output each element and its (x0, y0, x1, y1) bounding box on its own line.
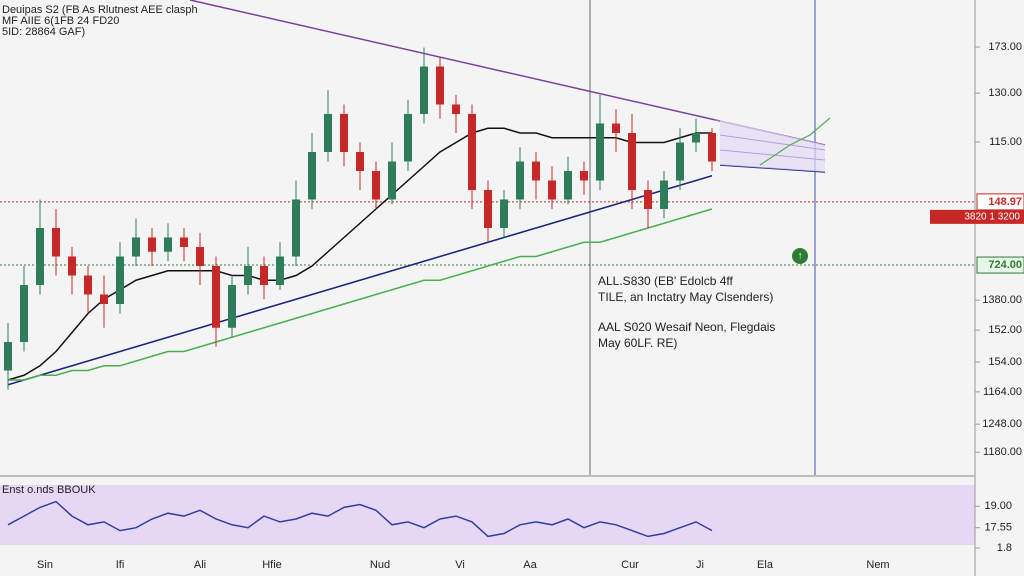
candle-body (564, 171, 572, 200)
candle-body (36, 228, 44, 285)
candle-body (308, 152, 316, 200)
annotation-text: ALL.S830 (EB' Edolcb 4ff (598, 274, 733, 288)
candle-body (644, 190, 652, 209)
y-tick-label: 173.00 (988, 41, 1022, 53)
candle-body (148, 237, 156, 252)
y-tick-label: 1180.00 (983, 446, 1022, 458)
candle-body (676, 142, 684, 181)
x-tick-label: Nem (866, 559, 889, 571)
y-tick-label: 1164.00 (983, 386, 1022, 398)
header-text: 5ID: 28864 GAF) (2, 26, 85, 38)
candle-body (228, 285, 236, 328)
wedge-line (719, 149, 826, 161)
candle-body (388, 161, 396, 200)
moving-average (7, 127, 712, 381)
candle-body (180, 237, 188, 247)
x-tick-label: Aa (523, 559, 537, 571)
y-tick-label: 130.00 (988, 87, 1022, 99)
candle-body (292, 199, 300, 257)
x-tick-label: Cur (621, 559, 639, 571)
y-tick-label: 115.00 (989, 136, 1022, 148)
candle-body (580, 171, 588, 181)
header-text: Deuipas S2 (FB As Rlutnest AEE clasph (2, 4, 198, 16)
candle-body (420, 66, 428, 114)
projection (759, 117, 831, 166)
rsi-tick-label: 1.8 (997, 542, 1012, 554)
candle-body (340, 114, 348, 152)
price-badge-label: 148.97 (988, 196, 1022, 208)
price-badge (976, 256, 1024, 274)
candle-body (516, 161, 524, 200)
candle-body (4, 342, 12, 371)
candle-body (324, 114, 332, 152)
badge-label: 3820 1 3200 (964, 212, 1020, 223)
candle-body (468, 114, 476, 190)
price-badge-label: 724.00 (988, 259, 1022, 271)
x-tick-label: Hfie (262, 559, 282, 571)
candle-body (356, 152, 364, 171)
x-tick-label: Ifi (116, 559, 125, 571)
candle-body (164, 237, 172, 252)
rsi-label: Enst o.nds BBOUK (2, 484, 96, 496)
x-tick-label: Ji (696, 559, 704, 571)
x-tick-label: Ali (194, 559, 206, 571)
candle-body (52, 228, 60, 257)
candle-body (484, 190, 492, 228)
y-tick-label: 1248.00 (982, 418, 1022, 430)
candle-body (116, 256, 124, 304)
signal-icon (792, 248, 808, 264)
rsi-tick-label: 19.00 (984, 500, 1012, 512)
plot: 173.00 130.00 115.00 1380.00 152.00 154.00 116… (0, 4, 1024, 571)
annotation-text: May 60LF. RE) (598, 336, 677, 350)
candle-body (452, 104, 460, 114)
candle-body (68, 256, 76, 276)
candle-body (548, 180, 556, 200)
candle-body (84, 275, 92, 295)
candle-body (660, 180, 668, 209)
candle-body (708, 133, 716, 162)
candle-body (212, 266, 220, 328)
candle-body (436, 66, 444, 105)
candle-body (260, 266, 268, 285)
candle-body (100, 294, 108, 304)
candle-body (372, 171, 380, 200)
rsi-line (7, 500, 713, 538)
moving-average (8, 208, 713, 381)
x-tick-label: Sin (37, 559, 53, 571)
x-tick-label: Vi (455, 559, 465, 571)
candle-body (500, 199, 508, 228)
candle-body (612, 123, 620, 133)
annotation-text: AAL S020 Wesaif Neon, Flegdais (598, 320, 775, 334)
candle-body (628, 133, 636, 190)
badge (930, 209, 1024, 224)
annotation-text: TILE, an Inctatry May Clsenders) (598, 290, 773, 304)
candle-body (404, 114, 412, 162)
y-tick-label: 152.00 (988, 324, 1022, 336)
candle-body (244, 266, 252, 285)
rsi-tick-label: 17.55 (984, 522, 1012, 534)
y-tick-label: 154.00 (988, 356, 1022, 368)
x-tick-label: Ela (757, 559, 774, 571)
candle-body (276, 256, 284, 285)
candle-body (132, 237, 140, 257)
candle-body (196, 247, 204, 266)
signal-icon-glyph: ↑ (798, 251, 803, 262)
x-tick-label: Nud (370, 559, 390, 571)
y-tick-label: 1380.00 (982, 294, 1022, 306)
moving-average (7, 175, 713, 386)
wedge-line (719, 134, 826, 151)
header-text: MF AIIE 6(1FB 24 FD20 (2, 15, 119, 27)
wedge (720, 120, 825, 172)
candle-body (692, 133, 700, 143)
candle-body (20, 285, 28, 342)
candle-body (596, 123, 604, 181)
candle-body (532, 161, 540, 181)
